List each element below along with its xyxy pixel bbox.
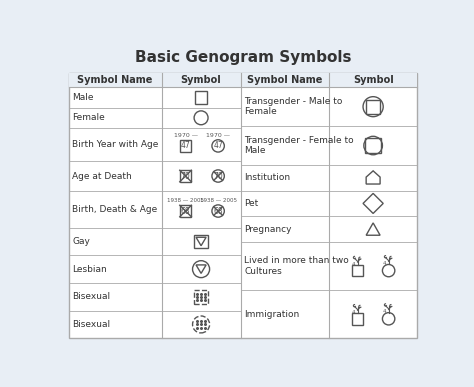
Bar [180,140,191,152]
Text: Birth Year with Age: Birth Year with Age [73,140,159,149]
Text: 68: 68 [213,207,223,216]
Text: Pet: Pet [245,199,259,208]
Text: Symbol Name: Symbol Name [247,75,322,85]
Text: Institution: Institution [245,173,291,182]
Text: Bisexual: Bisexual [73,320,110,329]
Text: 4: 4 [383,261,386,266]
Bar [352,313,364,325]
Text: Lived in more than two
Cultures: Lived in more than two Cultures [245,256,349,276]
Text: Symbol: Symbol [353,75,393,85]
Text: Male: Male [73,93,94,102]
Bar [180,205,191,217]
Text: 47: 47 [213,141,223,151]
Text: 68: 68 [181,207,191,216]
Bar [180,170,191,182]
Text: Transgender - Male to
Female: Transgender - Male to Female [245,97,343,116]
Text: Symbol Name: Symbol Name [77,75,153,85]
Bar [365,138,381,153]
Text: 4: 4 [383,309,386,314]
Text: 1938 — 2005: 1938 — 2005 [167,197,204,202]
Text: Immigration: Immigration [245,310,300,319]
Text: 4: 4 [352,310,356,315]
Bar [352,265,364,276]
Text: Lesbian: Lesbian [73,265,107,274]
Text: 47: 47 [181,141,191,151]
Text: Pregnancy: Pregnancy [245,224,292,234]
Text: 70: 70 [181,171,191,180]
Bar [194,235,208,248]
Text: Age at Death: Age at Death [73,171,132,180]
Text: Basic Genogram Symbols: Basic Genogram Symbols [135,50,351,65]
Text: Birth, Death & Age: Birth, Death & Age [73,205,158,214]
Text: 4: 4 [352,262,356,267]
Bar [69,74,241,87]
Bar [69,74,417,338]
Bar [241,74,417,87]
Bar [195,91,207,104]
Text: Female: Female [73,113,105,122]
Text: 1938 — 2005: 1938 — 2005 [200,197,237,202]
Text: 70: 70 [213,171,223,180]
Text: 1970 —: 1970 — [173,133,198,138]
Text: Transgender - Female to
Male: Transgender - Female to Male [245,136,354,155]
Text: 1970 —: 1970 — [206,133,230,138]
Bar [366,100,380,114]
Bar [194,290,208,304]
Text: Symbol: Symbol [181,75,221,85]
Text: Gay: Gay [73,237,91,246]
Text: Bisexual: Bisexual [73,292,110,301]
